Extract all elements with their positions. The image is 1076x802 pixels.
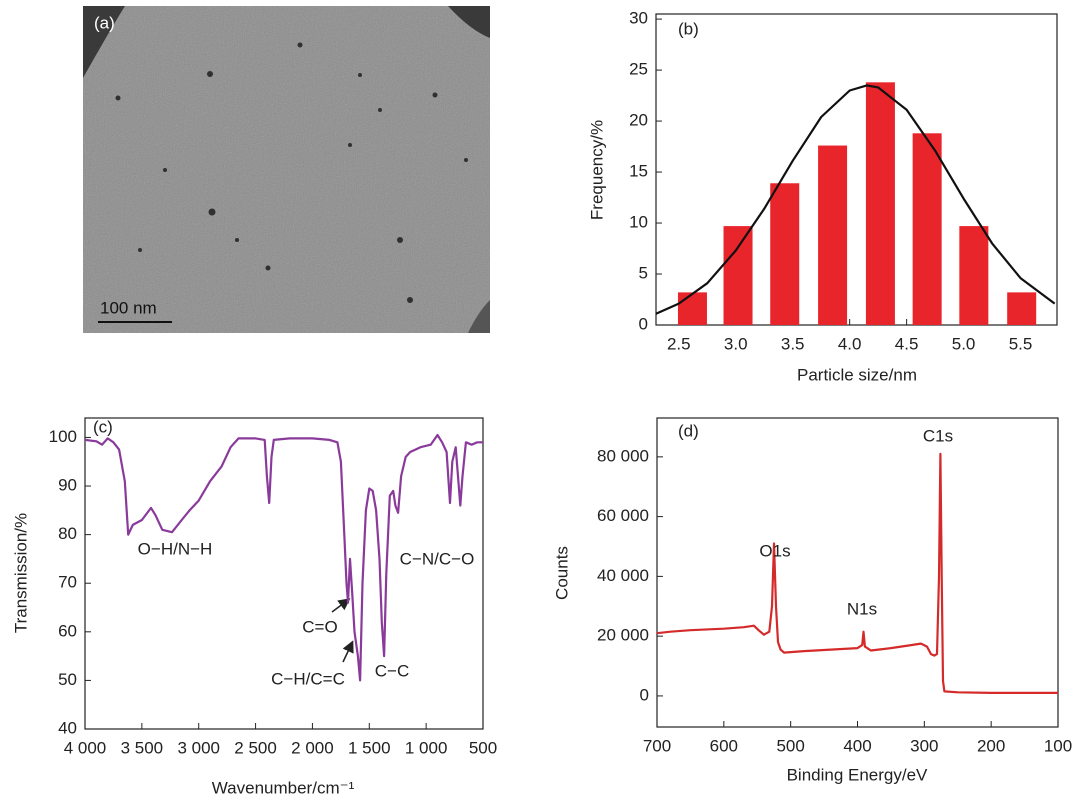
y-tick-label: 50	[58, 670, 77, 689]
x-tick-label: 500	[469, 738, 497, 757]
annotation: O1s	[759, 541, 790, 560]
y-tick-label: 80	[58, 524, 77, 543]
y-tick-label: 100	[49, 427, 77, 446]
panel-label: (d)	[678, 421, 699, 440]
x-tick-label: 4.0	[838, 334, 862, 353]
x-tick-label: 2.5	[667, 334, 691, 353]
y-tick-label: 60 000	[597, 506, 649, 525]
annotation: C−N/C−O	[400, 549, 475, 568]
bar	[1007, 292, 1037, 325]
bar	[818, 145, 848, 325]
scale-bar-label: 100 nm	[100, 298, 157, 317]
bar	[677, 292, 707, 325]
tem-image	[83, 6, 490, 333]
y-axis-label: Counts	[552, 546, 571, 600]
x-tick-label: 5.0	[952, 334, 976, 353]
y-tick-label: 5	[639, 264, 648, 283]
x-tick-label: 4 000	[64, 738, 107, 757]
panel-label: (a)	[94, 13, 115, 32]
x-tick-label: 1 500	[348, 738, 391, 757]
x-tick-label: 400	[843, 736, 871, 755]
y-axis-label: Frequency/%	[587, 120, 606, 220]
data-line	[84, 433, 483, 682]
panel-label: (b)	[678, 19, 699, 38]
plot-frame	[656, 417, 1059, 728]
x-tick-label: 2 500	[234, 738, 277, 757]
y-tick-label: 40 000	[597, 566, 649, 585]
x-axis-label: Binding Energy/eV	[787, 765, 928, 784]
plot-frame	[84, 417, 484, 730]
y-tick-label: 80 000	[597, 446, 649, 465]
x-tick-label: 3.5	[781, 334, 805, 353]
y-tick-label: 90	[58, 476, 77, 495]
arrow	[342, 640, 354, 663]
bar	[723, 226, 753, 325]
y-tick-label: 20	[629, 111, 648, 130]
y-tick-label: 40	[58, 718, 77, 737]
x-tick-label: 700	[643, 736, 671, 755]
bar	[912, 133, 942, 325]
y-tick-label: 30	[629, 9, 648, 28]
y-tick-label: 20 000	[597, 626, 649, 645]
data-line	[656, 452, 1058, 694]
x-axis-label: Wavenumber/cm⁻¹	[212, 778, 355, 797]
x-tick-label: 500	[776, 736, 804, 755]
x-tick-label: 300	[910, 736, 938, 755]
annotation: C1s	[923, 426, 953, 445]
y-tick-label: 25	[629, 60, 648, 79]
x-tick-label: 3 000	[177, 738, 220, 757]
annotation: O−H/N−H	[138, 539, 213, 558]
bar	[770, 183, 800, 325]
y-axis-label: Transmission/%	[11, 513, 30, 633]
x-axis-label: Particle size/nm	[797, 365, 917, 384]
x-tick-label: 5.5	[1009, 334, 1033, 353]
bar	[959, 226, 989, 325]
y-tick-label: 70	[58, 573, 77, 592]
x-tick-label: 3.0	[724, 334, 748, 353]
annotation: C−C	[375, 661, 409, 680]
panel-label: (c)	[93, 417, 113, 436]
y-tick-label: 60	[58, 621, 77, 640]
y-tick-label: 0	[640, 685, 649, 704]
arrow	[331, 598, 351, 613]
x-tick-label: 3 500	[121, 738, 164, 757]
x-tick-label: 2 000	[291, 738, 334, 757]
x-tick-label: 100	[1044, 736, 1072, 755]
x-tick-label: 200	[977, 736, 1005, 755]
annotation: C−H/C=C	[271, 669, 345, 688]
y-tick-label: 15	[629, 162, 648, 181]
annotation: C=O	[302, 617, 337, 636]
y-tick-label: 10	[629, 213, 648, 232]
annotation: N1s	[847, 599, 877, 618]
plot-frame	[655, 13, 1058, 326]
data-line	[655, 84, 1056, 315]
y-tick-label: 0	[639, 314, 648, 333]
x-tick-label: 4.5	[895, 334, 919, 353]
x-tick-label: 1 000	[405, 738, 448, 757]
x-tick-label: 600	[710, 736, 738, 755]
bar	[865, 82, 895, 326]
